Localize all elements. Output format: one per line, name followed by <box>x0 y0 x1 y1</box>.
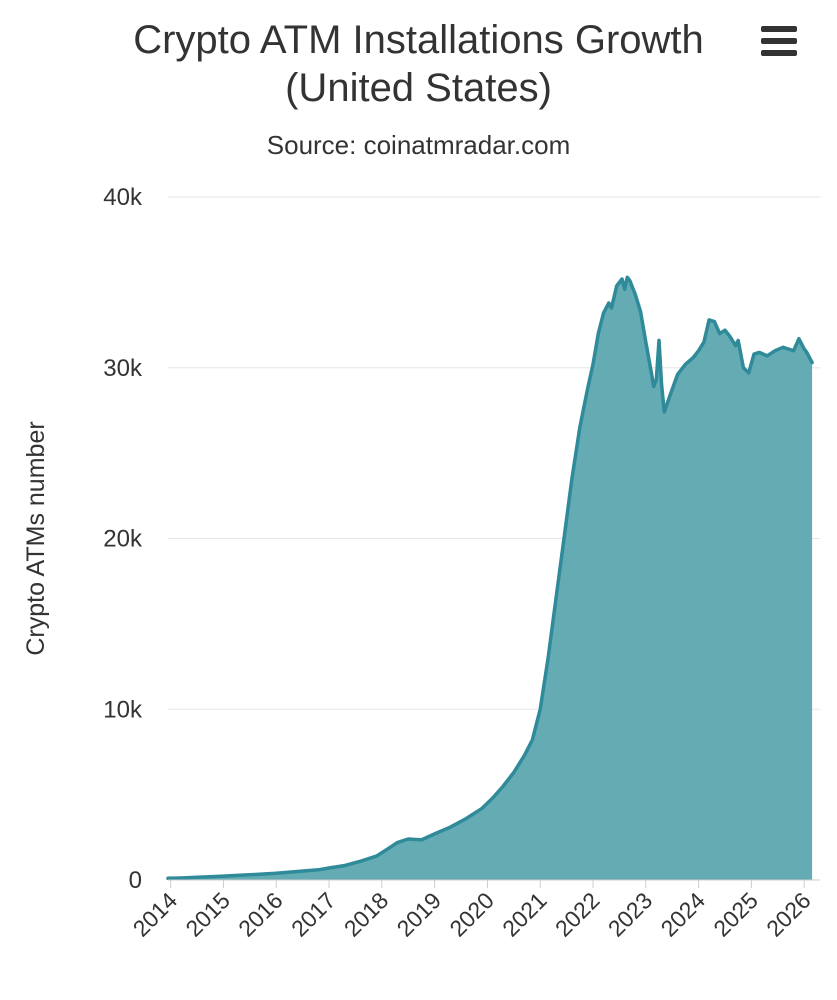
area-line <box>166 275 814 881</box>
y-tick-label: 30k <box>103 355 143 382</box>
x-tick-label: 2022 <box>550 887 605 942</box>
hamburger-menu-icon[interactable] <box>759 24 799 58</box>
x-tick-label: 2017 <box>286 887 341 942</box>
chart-title-line2: (United States) <box>285 66 552 110</box>
chart-subtitle: Source: coinatmradar.com <box>266 130 571 160</box>
y-axis-title: Crypto ATMs number <box>22 421 50 655</box>
x-tick-label: 2018 <box>339 887 394 942</box>
x-tick-label: 2026 <box>761 887 816 942</box>
hamburger-bar <box>761 38 797 44</box>
chart-title-line1: Crypto ATM Installations Growth <box>133 18 704 62</box>
x-tick-label: 2020 <box>444 887 499 942</box>
x-tick-label: 2014 <box>128 887 183 942</box>
x-tick-label: 2016 <box>233 887 288 942</box>
x-tick-label: 2025 <box>708 887 763 942</box>
x-tick-label: 2015 <box>180 887 235 942</box>
x-tick-label: 2021 <box>497 887 552 942</box>
y-tick-label: 40k <box>103 184 143 211</box>
y-tick-label: 10k <box>103 696 143 723</box>
x-tick-label: 2019 <box>392 887 447 942</box>
x-tick-label: 2023 <box>603 887 658 942</box>
hamburger-bar <box>761 50 797 56</box>
area-fill <box>168 277 813 880</box>
x-tick-label: 2024 <box>656 887 711 942</box>
y-tick-label: 20k <box>103 526 143 553</box>
chart-title: Crypto ATM Installations Growth (United S… <box>0 16 837 112</box>
y-tick-label: 0 <box>129 867 142 894</box>
hamburger-bar <box>761 26 797 32</box>
